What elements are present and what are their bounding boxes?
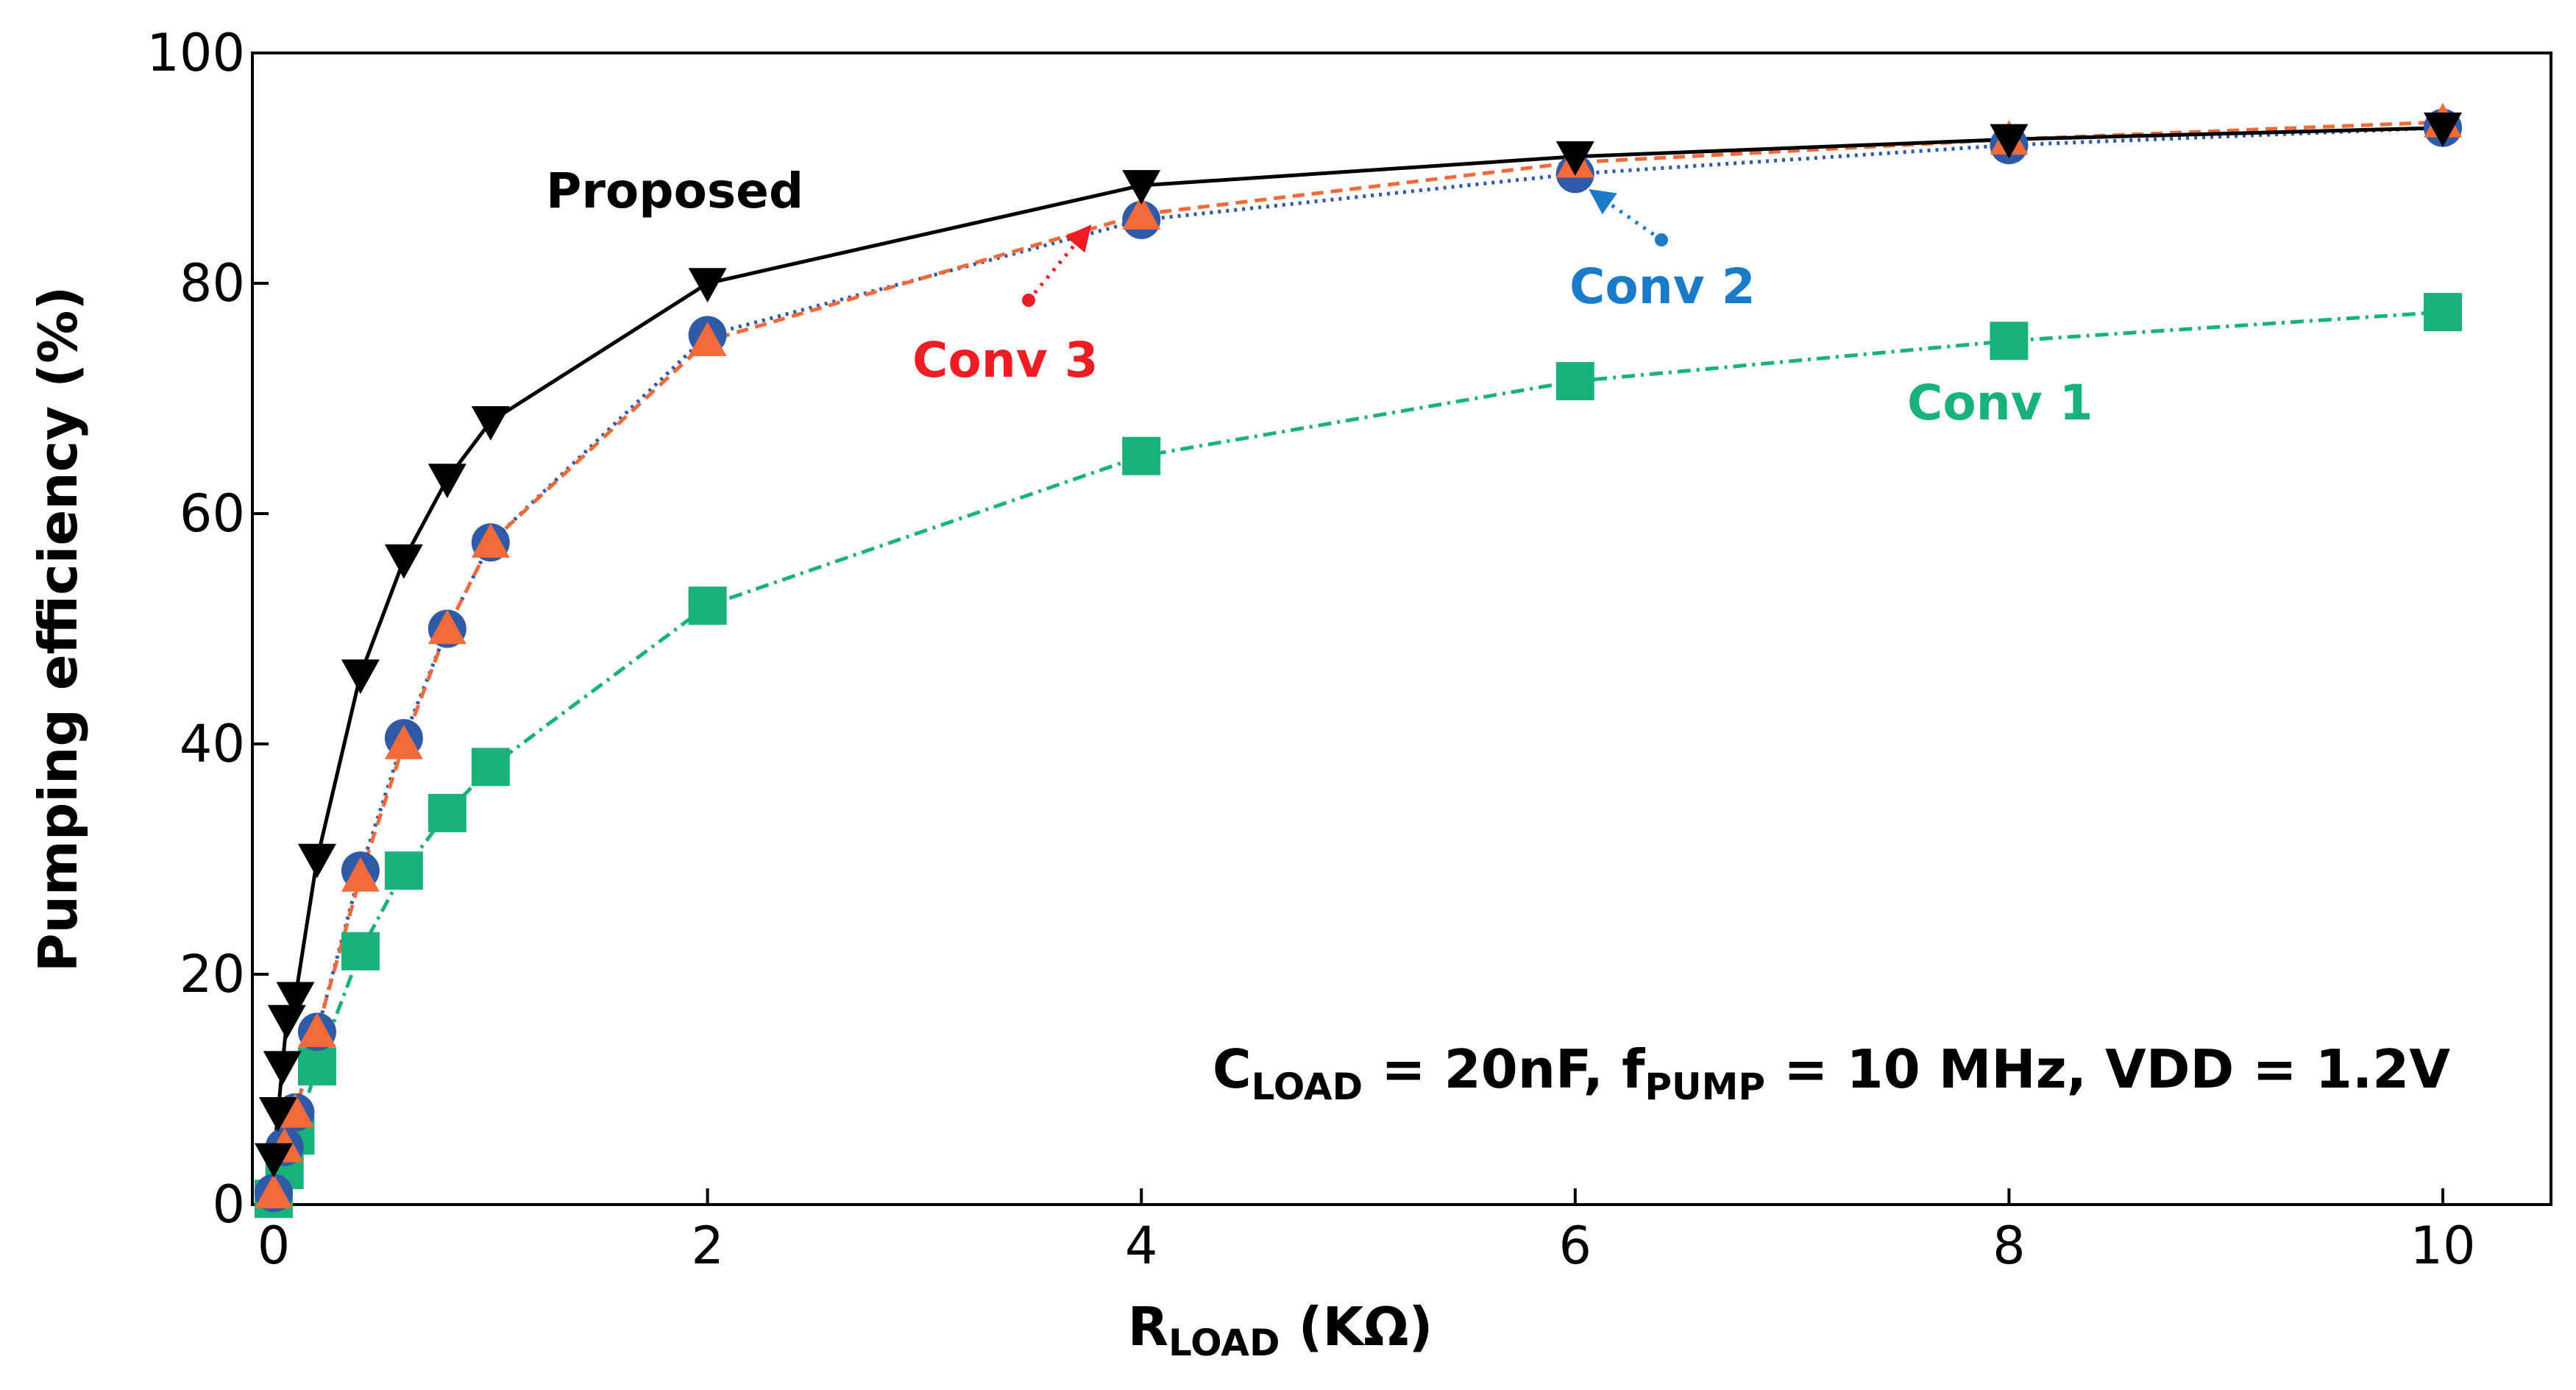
- series-lines: [272, 120, 2444, 1200]
- conv-3-point: [384, 725, 423, 759]
- x-tick-label: 2: [691, 1216, 724, 1276]
- x-tick-label: 4: [1125, 1216, 1158, 1276]
- conv-3-point: [341, 857, 380, 892]
- proposed-point: [258, 1097, 297, 1132]
- conv-3-point: [427, 609, 466, 645]
- y-tick-label: 60: [180, 483, 245, 544]
- conv-1-point: [2424, 293, 2462, 332]
- conv3-arrow: [1022, 224, 1092, 307]
- proposed-point: [2424, 112, 2462, 147]
- proposed-point: [1990, 124, 2029, 159]
- proposed-point: [1122, 170, 1161, 205]
- x-tick-label: 6: [1559, 1216, 1592, 1276]
- proposed-point: [471, 406, 510, 441]
- proposed-point: [255, 1143, 293, 1178]
- series-markers: [255, 102, 2462, 1219]
- conv2-label: Conv 2: [1569, 258, 1756, 315]
- y-tick-label: 40: [180, 714, 245, 774]
- conv-3-point: [688, 322, 727, 357]
- y-axis-title: Pumping efficiency (%): [27, 286, 89, 972]
- proposed-point: [384, 544, 423, 579]
- x-axis-title: RLOAD (KΩ): [1128, 1296, 1433, 1364]
- y-tick-label: 80: [180, 253, 245, 313]
- proposed-point: [1555, 141, 1594, 176]
- x-tick-label: 8: [1993, 1216, 2026, 1276]
- conv-3-line: [272, 120, 2444, 1194]
- conv3-label: Conv 3: [912, 332, 1099, 389]
- conv-3-point: [276, 1093, 315, 1128]
- proposed-point: [427, 464, 466, 499]
- proposed-label: Proposed: [546, 163, 803, 219]
- conv-3-point: [297, 1013, 336, 1048]
- proposed-point: [297, 843, 336, 879]
- conv-3-point: [1122, 195, 1161, 230]
- conv-1-point: [297, 1047, 336, 1086]
- y-tick-label: 20: [180, 944, 245, 1004]
- proposed-point: [688, 268, 727, 302]
- plot-frame: [251, 52, 2552, 1206]
- conv1-label: Conv 1: [1907, 375, 2093, 431]
- conv-1-point: [1122, 436, 1161, 475]
- x-tick-label: 10: [2410, 1216, 2475, 1276]
- conv-1-point: [341, 932, 380, 971]
- conv-1-point: [688, 586, 727, 625]
- proposed-line: [272, 126, 2444, 1159]
- conv-3-point: [255, 1174, 293, 1209]
- axis-ticks: [252, 52, 2444, 1206]
- conv-2-line: [272, 126, 2444, 1194]
- conditions-label: CLOAD = 20nF, fPUMP = 10 MHz, VDD = 1.2V: [1213, 1038, 2450, 1108]
- conv2-arrow: [1589, 188, 1668, 247]
- y-tick-label: 0: [212, 1174, 245, 1235]
- y-tick-label: 100: [146, 23, 245, 83]
- conv-1-point: [384, 851, 423, 890]
- conv-1-point: [471, 748, 510, 787]
- proposed-point: [341, 659, 380, 695]
- proposed-point: [276, 982, 315, 1017]
- conv-1-point: [1990, 322, 2029, 361]
- conv-3-point: [471, 523, 510, 558]
- proposed-point: [263, 1051, 302, 1086]
- conv-1-point: [427, 793, 466, 832]
- conv-1-point: [1555, 362, 1594, 401]
- x-tick-label: 0: [258, 1216, 291, 1276]
- proposed-markers: [255, 112, 2462, 1178]
